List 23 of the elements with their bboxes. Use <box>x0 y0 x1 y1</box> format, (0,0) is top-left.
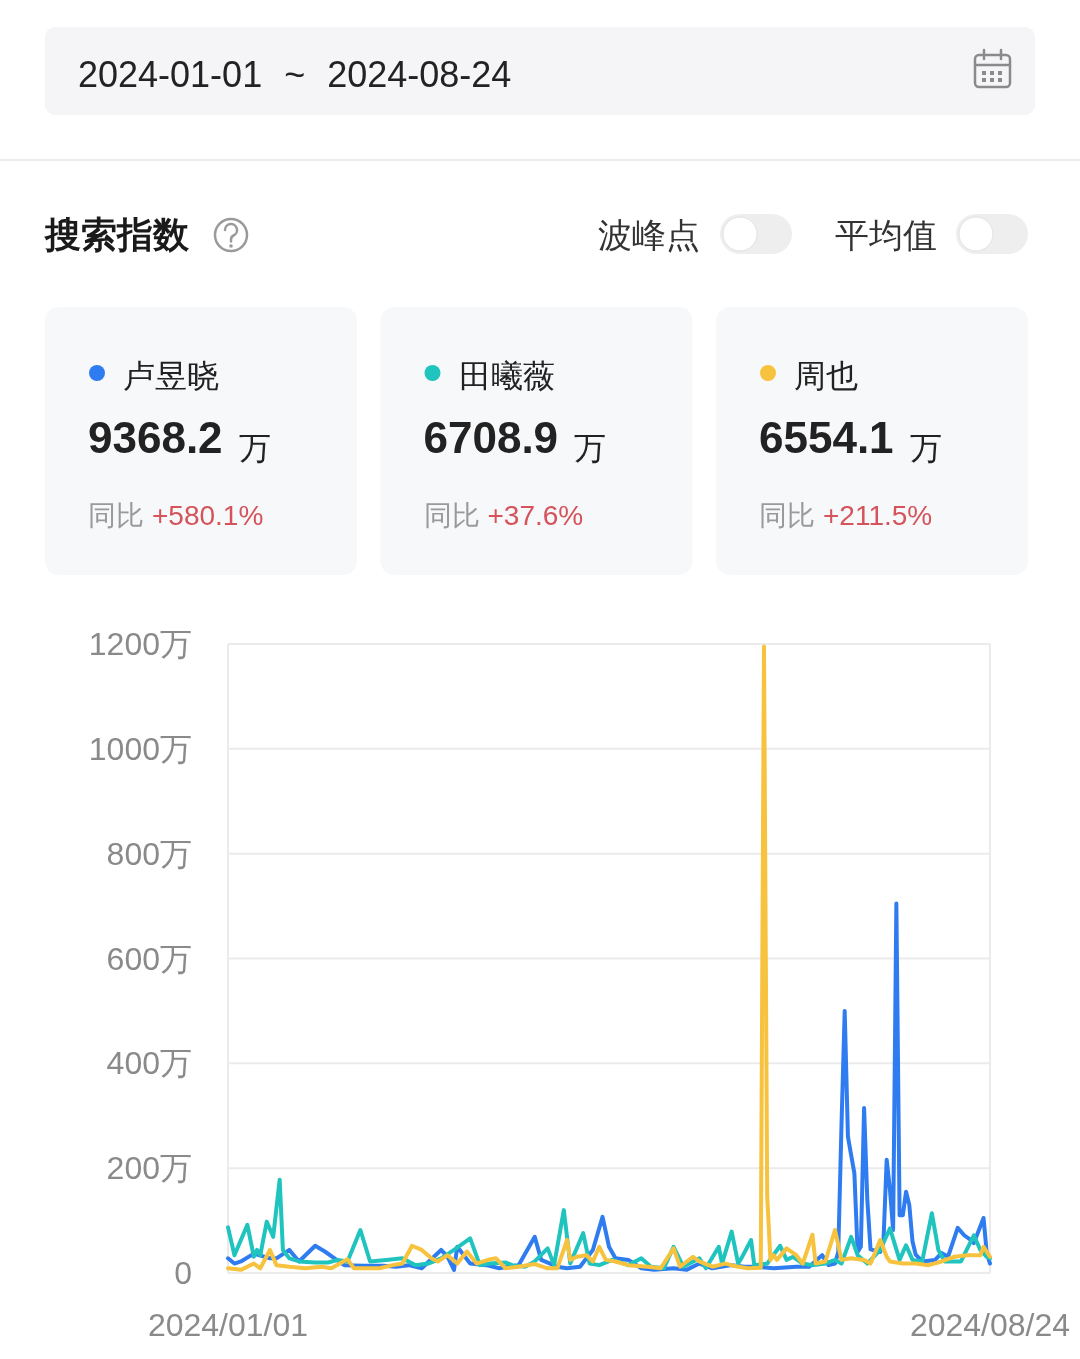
line-series <box>226 644 992 1272</box>
y-tick-label: 200万 <box>106 1150 192 1187</box>
chart-title: 搜索指数 <box>44 214 190 255</box>
text: 平均值 <box>835 216 937 254</box>
text: 9368.2 万 <box>88 413 271 466</box>
y-tick-label: 0 <box>174 1255 192 1291</box>
y-tick-label: 400万 <box>106 1045 192 1082</box>
x-tick-label: 2024/08/24 <box>909 1307 1071 1343</box>
legend-label: 周也 <box>794 358 858 394</box>
text: 波峰点 <box>598 216 700 254</box>
y-tick-label: 1200万 <box>88 626 192 662</box>
text: 6554.1 万 <box>759 413 942 466</box>
text: 2024-01-01 ~ 2024-08-24 <box>78 54 512 95</box>
legend-label: 田曦薇 <box>458 358 555 394</box>
x-tick-label: 2024/01/01 <box>147 1307 309 1343</box>
y-tick-label: 800万 <box>106 835 192 872</box>
y-tick-label: 1000万 <box>88 730 192 767</box>
text: 同比 +211.5% <box>759 500 933 531</box>
legend-label: 卢昱晓 <box>123 358 219 394</box>
text: 同比 +37.6% <box>423 500 584 531</box>
text: 6708.9 万 <box>423 413 607 466</box>
text: 同比 +580.1% <box>88 500 264 531</box>
y-tick-label: 600万 <box>106 940 192 977</box>
